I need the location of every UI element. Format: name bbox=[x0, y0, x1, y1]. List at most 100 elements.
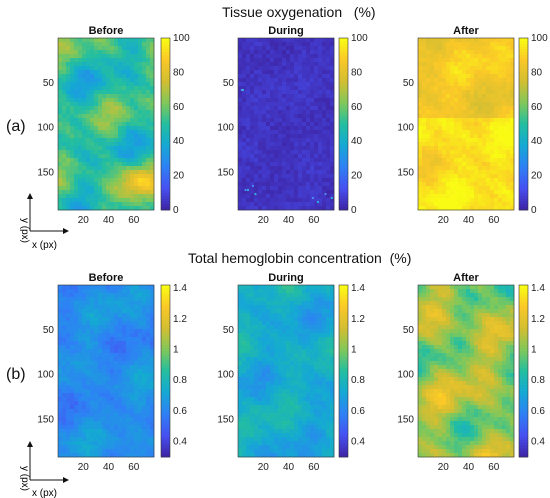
colorbar-swatch bbox=[519, 356, 528, 360]
colorbar-swatch bbox=[519, 72, 528, 76]
colorbar-swatch bbox=[161, 78, 170, 82]
colorbar-swatch bbox=[161, 60, 170, 65]
colorbar-swatch bbox=[161, 313, 170, 317]
colorbar-swatch bbox=[161, 129, 170, 133]
colorbar-swatch bbox=[519, 330, 528, 335]
colorbar-swatch bbox=[519, 302, 528, 306]
colorbar-swatch bbox=[339, 302, 348, 306]
colorbar-swatch bbox=[519, 89, 528, 93]
colorbar-swatch bbox=[519, 124, 528, 128]
colorbar-swatch bbox=[161, 376, 170, 380]
colorbar-swatch bbox=[339, 396, 348, 401]
axis-hint-x-bottom: x (px) bbox=[32, 488, 57, 498]
colorbar-swatch bbox=[161, 132, 170, 136]
colorbar-tick-label: 1 bbox=[173, 345, 179, 356]
colorbar-swatch bbox=[161, 362, 170, 366]
y-tick-label: 50 bbox=[43, 325, 55, 336]
colorbar-swatch bbox=[161, 81, 170, 85]
colorbar-swatch bbox=[339, 161, 348, 165]
colorbar-swatch bbox=[339, 103, 348, 108]
x-tick-label: 20 bbox=[438, 215, 450, 226]
colorbar-swatch bbox=[339, 416, 348, 421]
colorbar-swatch bbox=[339, 167, 348, 171]
colorbar-swatch bbox=[161, 388, 170, 392]
y-tick-label: 150 bbox=[37, 414, 54, 425]
colorbar-swatch bbox=[339, 69, 348, 73]
colorbar-swatch bbox=[519, 164, 528, 168]
colorbar-swatch bbox=[339, 207, 348, 211]
colorbar-swatch bbox=[339, 393, 348, 398]
colorbar-swatch bbox=[161, 368, 170, 372]
colorbar-swatch bbox=[161, 46, 170, 50]
colorbar-swatch bbox=[339, 178, 348, 182]
colorbar-swatch bbox=[161, 181, 170, 185]
colorbar-swatch bbox=[339, 172, 348, 176]
colorbar-swatch bbox=[339, 305, 348, 309]
colorbar-swatch bbox=[519, 169, 528, 174]
colorbar-swatch bbox=[339, 376, 348, 380]
colorbar-swatch bbox=[519, 285, 528, 289]
colorbar-0-1: 0 20 40 60 80 100 bbox=[338, 33, 368, 216]
colorbar-swatch bbox=[339, 187, 348, 191]
colorbar-swatch bbox=[339, 184, 348, 188]
colorbar-swatch bbox=[161, 371, 170, 375]
colorbar-swatch bbox=[519, 396, 528, 401]
colorbar-swatch bbox=[339, 81, 348, 85]
colorbar-swatch bbox=[519, 325, 528, 329]
colorbar-tick-label: 0 bbox=[173, 205, 179, 216]
axis-hint-y-bottom: y (px) bbox=[19, 466, 30, 491]
colorbar-swatch bbox=[519, 348, 528, 352]
colorbar-swatch bbox=[519, 103, 528, 108]
x-tick-label: 60 bbox=[308, 215, 320, 226]
colorbar-swatch bbox=[161, 416, 170, 421]
colorbar-swatch bbox=[161, 336, 170, 340]
colorbar-swatch bbox=[519, 115, 528, 119]
colorbar-swatch bbox=[339, 431, 348, 435]
colorbar-swatch bbox=[339, 451, 348, 455]
colorbar-swatch bbox=[161, 167, 170, 171]
colorbar-swatch bbox=[161, 399, 170, 403]
colorbar-swatch bbox=[519, 101, 528, 105]
colorbar-swatch bbox=[519, 310, 528, 315]
colorbar-swatch bbox=[339, 60, 348, 65]
colorbar-swatch bbox=[519, 411, 528, 415]
colorbar-swatch bbox=[519, 299, 528, 303]
plot-frame bbox=[57, 37, 155, 211]
colorbar-tick-label: 0.8 bbox=[173, 375, 187, 386]
colorbar-swatch bbox=[519, 316, 528, 320]
colorbar-swatch bbox=[161, 445, 170, 449]
colorbar-tick-label: 0.4 bbox=[351, 437, 365, 448]
colorbar-swatch bbox=[161, 350, 170, 355]
colorbar-swatch bbox=[161, 285, 170, 289]
colorbar-tick-label: 0 bbox=[531, 205, 537, 216]
colorbar-swatch bbox=[161, 55, 170, 59]
colorbar-swatch bbox=[161, 101, 170, 105]
colorbar-swatch bbox=[519, 399, 528, 403]
colorbar-swatch bbox=[519, 405, 528, 409]
colorbar-swatch bbox=[161, 155, 170, 159]
x-tick-label: 40 bbox=[463, 462, 475, 473]
colorbar-tick-label: 20 bbox=[531, 171, 543, 182]
colorbar-swatch bbox=[519, 43, 528, 47]
panel-label-a: (a) bbox=[6, 118, 26, 135]
colorbar-swatch bbox=[161, 207, 170, 211]
colorbar-swatch bbox=[519, 359, 528, 363]
colorbar-swatch bbox=[339, 89, 348, 93]
colorbar-swatch bbox=[161, 316, 170, 320]
colorbar-swatch bbox=[161, 365, 170, 369]
colorbar-swatch bbox=[161, 175, 170, 179]
heatmap-cells bbox=[58, 38, 155, 211]
heatmap-panel-1-2: 20 40 60 50 100 150 bbox=[397, 284, 515, 473]
colorbar-swatch bbox=[161, 204, 170, 208]
colorbar-swatch bbox=[339, 92, 348, 96]
colorbar-swatch bbox=[161, 373, 170, 378]
colorbar-swatch bbox=[339, 356, 348, 360]
colorbar-swatch bbox=[519, 155, 528, 159]
x-tick-label: 60 bbox=[308, 462, 320, 473]
colorbar-swatch bbox=[161, 149, 170, 154]
colorbar-tick-label: 100 bbox=[531, 33, 548, 44]
colorbar-swatch bbox=[339, 307, 348, 312]
colorbar-swatch bbox=[161, 135, 170, 139]
colorbar-swatch bbox=[161, 192, 170, 197]
colorbar-swatch bbox=[161, 95, 170, 99]
